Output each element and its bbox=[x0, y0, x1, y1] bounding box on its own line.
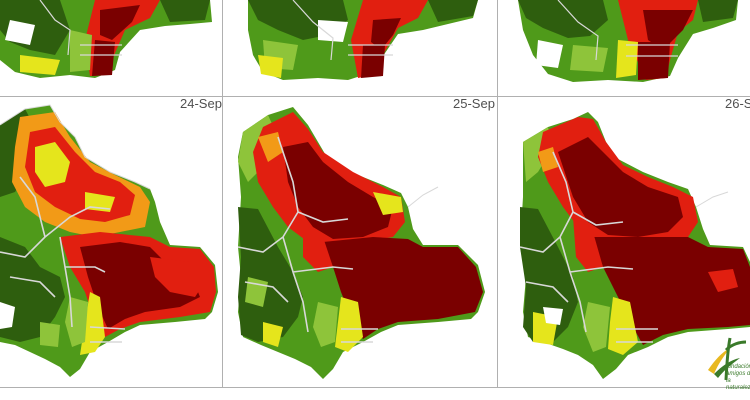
map-panel-4 bbox=[0, 97, 222, 387]
map-drawing-3 bbox=[498, 0, 750, 96]
logo-caption: fundación amigos de la naturaleza bbox=[726, 364, 750, 391]
fan-logo-icon bbox=[700, 330, 750, 390]
bottom-divider bbox=[0, 387, 750, 388]
date-label-24-sep: 24-Sep bbox=[180, 96, 222, 111]
column-divider-1 bbox=[222, 0, 223, 388]
date-label-25-sep: 25-Sep bbox=[453, 96, 495, 111]
map-drawing-5 bbox=[223, 97, 497, 387]
map-drawing-2 bbox=[223, 0, 497, 96]
map-panel-3 bbox=[498, 0, 750, 96]
map-drawing-4 bbox=[0, 97, 222, 387]
date-label-26-sep: 26-S bbox=[725, 96, 750, 111]
map-panel-6 bbox=[498, 97, 750, 387]
row-divider bbox=[0, 96, 750, 97]
column-divider-2 bbox=[497, 0, 498, 388]
map-panel-5 bbox=[223, 97, 497, 387]
map-drawing-6 bbox=[498, 97, 750, 387]
map-drawing-1 bbox=[0, 0, 222, 96]
map-panel-1 bbox=[0, 0, 222, 96]
map-panel-2 bbox=[223, 0, 497, 96]
